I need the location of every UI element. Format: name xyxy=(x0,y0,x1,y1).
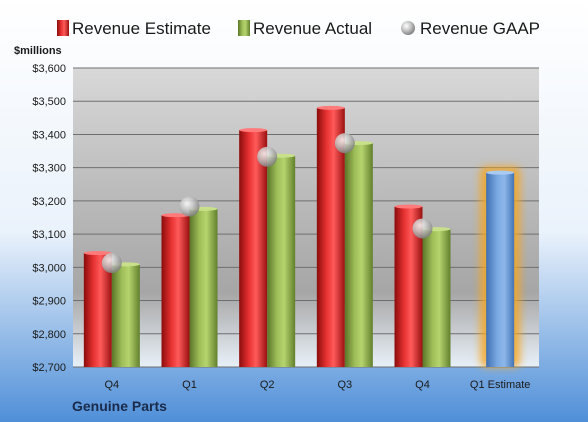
y-axis-unit-label: $millions xyxy=(14,45,62,57)
gaap-point xyxy=(179,196,200,217)
legend-label-estimate: Revenue Estimate xyxy=(72,19,211,38)
bar-revenue-estimate xyxy=(239,130,268,367)
gaap-points xyxy=(101,133,433,274)
x-tick-label: Q2 xyxy=(260,379,275,391)
y-tick-label: $2,800 xyxy=(32,329,66,341)
gaap-point xyxy=(334,133,355,154)
bar-revenue-actual xyxy=(344,143,373,367)
bar-cap xyxy=(83,251,112,256)
y-tick-label: $3,500 xyxy=(32,96,66,108)
bar-cap xyxy=(486,170,515,175)
x-tick-label: Q4 xyxy=(104,379,119,391)
bar-revenue-actual xyxy=(422,229,451,367)
legend-label-actual: Revenue Actual xyxy=(253,19,372,38)
y-tick-label: $3,300 xyxy=(32,163,66,175)
y-axis-ticks: $2,700 $2,800 $2,900 $3,000 $3,100 $3,200 $3,3… xyxy=(32,63,66,374)
legend-item-gaap: Revenue GAAP xyxy=(401,19,540,38)
legend-item-estimate: Revenue Estimate xyxy=(57,19,211,38)
bar-revenue-estimate xyxy=(83,253,112,367)
legend-label-gaap: Revenue GAAP xyxy=(420,19,540,38)
gaap-point xyxy=(412,218,433,239)
y-tick-label: $3,400 xyxy=(32,129,66,141)
gaap-point xyxy=(257,146,278,167)
y-tick-label: $3,600 xyxy=(32,63,66,75)
legend: Revenue Estimate Revenue Actual Revenue … xyxy=(57,19,540,38)
x-tick-label: Q1 Estimate xyxy=(470,379,531,391)
gaap-point xyxy=(101,253,122,274)
company-name: Genuine Parts xyxy=(72,398,167,414)
y-tick-label: $2,700 xyxy=(32,362,66,374)
bar-revenue-actual xyxy=(111,264,140,367)
gridlines xyxy=(73,67,539,368)
bar-q1-estimate xyxy=(486,172,515,367)
bar-cap xyxy=(239,128,268,133)
y-tick-label: $3,100 xyxy=(32,229,66,241)
x-tick-label: Q1 xyxy=(182,379,197,391)
legend-item-actual: Revenue Actual xyxy=(238,19,372,38)
bars xyxy=(83,105,515,367)
y-tick-label: $3,000 xyxy=(32,262,66,274)
bar-revenue-actual xyxy=(189,208,218,367)
plot-area xyxy=(73,68,539,367)
legend-swatch-actual xyxy=(238,20,250,36)
legend-swatch-estimate xyxy=(57,20,69,36)
bar-cap xyxy=(394,204,423,209)
x-axis-ticks: Q4 Q1 Q2 Q3 Q4 Q1 Estimate xyxy=(104,379,530,391)
bar-cap xyxy=(316,105,345,110)
bar-cap xyxy=(161,213,190,218)
y-tick-label: $2,900 xyxy=(32,296,66,308)
bar-revenue-estimate xyxy=(161,215,190,367)
x-tick-label: Q3 xyxy=(337,379,352,391)
bar-revenue-actual xyxy=(267,155,296,367)
x-tick-label: Q4 xyxy=(415,379,430,391)
y-tick-label: $3,200 xyxy=(32,196,66,208)
legend-marker-gaap xyxy=(401,21,415,35)
